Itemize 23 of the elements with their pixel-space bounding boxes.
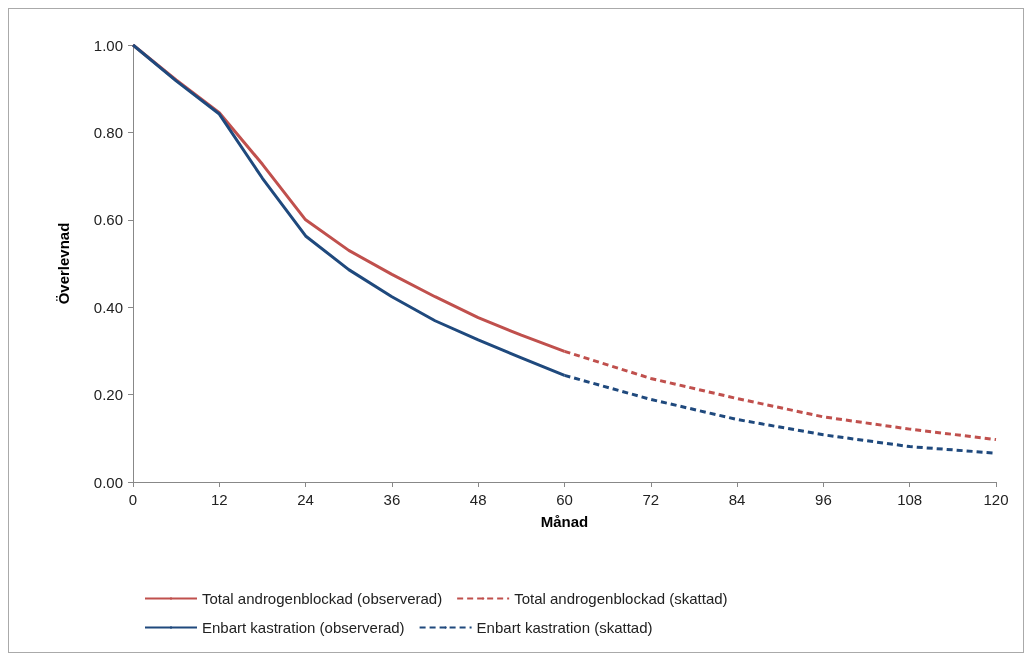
x-tick-label: 24 (297, 491, 314, 508)
y-tick-label: 0.40 (93, 298, 123, 316)
y-tick-label: 0.80 (93, 123, 123, 141)
y-tick-label: 0.00 (93, 473, 123, 491)
x-tick-label: 108 (897, 491, 923, 508)
y-tick-label: 1.00 (93, 36, 123, 54)
x-tick-label: 0 (128, 491, 138, 508)
legend-label: Total androgenblockad (skattad) (514, 590, 728, 607)
x-axis-title: Månad (540, 513, 589, 530)
x-tick-label: 36 (383, 491, 401, 508)
y-axis-title: Överlevnad (55, 222, 72, 305)
x-tick-label: 60 (556, 491, 573, 508)
legend-label: Total androgenblockad (observerad) (202, 590, 443, 607)
x-tick-label: 48 (469, 491, 487, 508)
x-tick-label: 72 (642, 491, 660, 508)
x-tick-label: 120 (983, 491, 1009, 508)
x-tick-label: 12 (210, 491, 228, 508)
legend-label: Enbart kastration (observerad) (202, 619, 405, 636)
x-tick-label: 84 (728, 491, 746, 508)
y-tick-label: 0.20 (93, 386, 123, 404)
x-tick-label: 96 (815, 491, 832, 508)
y-tick-label: 0.60 (93, 211, 123, 229)
legend-label: Enbart kastration (skattad) (476, 619, 653, 636)
